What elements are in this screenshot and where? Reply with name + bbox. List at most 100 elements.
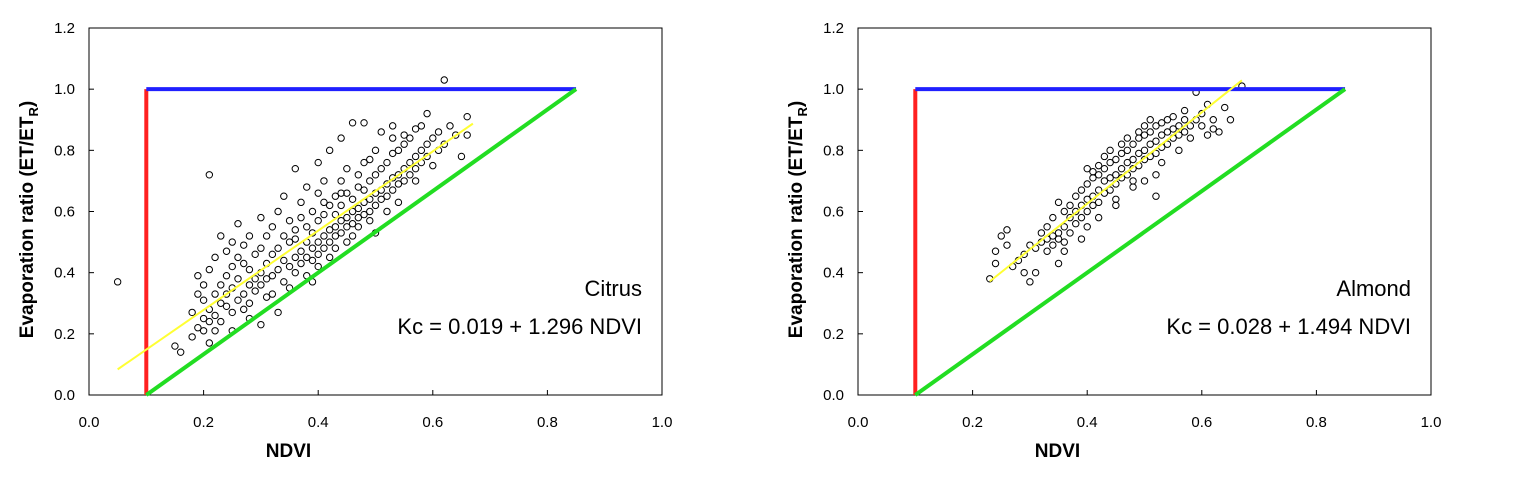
data-point (1209, 116, 1217, 124)
data-point (1089, 201, 1097, 210)
data-point (1083, 164, 1091, 173)
data-point (411, 125, 420, 133)
data-point (1117, 140, 1126, 148)
y-tick-label: 0.8 (823, 142, 844, 159)
data-point (176, 348, 185, 356)
data-point (440, 76, 448, 84)
data-point (343, 164, 351, 173)
data-point (1163, 140, 1172, 148)
data-point (348, 119, 357, 127)
data-point (1066, 229, 1074, 237)
data-point (1100, 164, 1109, 173)
data-point (234, 253, 242, 262)
data-point (463, 112, 471, 121)
data-point (360, 119, 368, 127)
data-point (228, 238, 236, 246)
data-point (314, 189, 322, 197)
data-point (257, 281, 265, 289)
data-point (1077, 213, 1086, 222)
data-point (291, 164, 299, 173)
data-point (199, 327, 208, 335)
data-point (348, 207, 357, 216)
data-point (320, 198, 328, 207)
data-point (394, 180, 403, 188)
data-point (1117, 164, 1126, 173)
data-point (257, 320, 265, 329)
x-axis-label: NDVI (266, 441, 311, 462)
data-point (222, 302, 231, 311)
data-point (371, 171, 380, 179)
data-point (297, 198, 305, 207)
data-point (1157, 158, 1166, 167)
data-point (360, 158, 368, 167)
data-point (388, 134, 397, 142)
x-tick-label: 0.2 (962, 414, 983, 431)
data-point (1175, 122, 1183, 130)
data-point (285, 216, 294, 225)
data-point (1152, 192, 1160, 200)
data-point (297, 259, 305, 268)
data-point (320, 232, 328, 240)
data-point (1112, 155, 1120, 164)
y-axis-label-subscript: R (26, 107, 41, 117)
data-point (325, 238, 334, 246)
data-point (217, 281, 225, 289)
data-point (171, 342, 179, 350)
data-point (251, 287, 259, 295)
data-point (1049, 232, 1057, 240)
data-point (280, 278, 288, 286)
data-point (1054, 229, 1063, 237)
data-point (217, 232, 225, 240)
data-point (234, 296, 242, 304)
data-point (1129, 183, 1137, 191)
data-point (280, 192, 288, 200)
data-point (360, 186, 368, 194)
data-point (325, 146, 334, 155)
data-point (1221, 103, 1229, 112)
data-point (463, 131, 471, 139)
data-point (1152, 171, 1160, 179)
data-point (1129, 177, 1137, 185)
data-point (343, 213, 351, 222)
data-point (1094, 171, 1103, 179)
x-tick-label: 0.2 (193, 414, 214, 431)
data-point (1003, 226, 1011, 234)
data-point (1049, 241, 1057, 249)
data-point (343, 238, 351, 246)
data-point (1112, 195, 1120, 203)
data-point (217, 317, 225, 326)
data-point (303, 223, 311, 231)
data-point (291, 235, 299, 243)
y-axis-label: Evaporation ratio (ET/ETR) (786, 101, 810, 338)
y-tick-label: 0.4 (54, 265, 75, 282)
data-point (1117, 149, 1126, 158)
data-point (429, 134, 437, 142)
data-point (354, 171, 363, 179)
annotation-equation: Kc = 0.028 + 1.494 NDVI (1166, 314, 1411, 339)
data-point (1152, 149, 1160, 158)
data-point (388, 186, 397, 194)
data-point (211, 290, 219, 298)
data-point (1129, 140, 1137, 148)
data-point (991, 247, 1000, 255)
data-point (194, 272, 202, 280)
data-point (1066, 213, 1074, 222)
data-point (1106, 186, 1114, 194)
y-tick-label: 0.6 (54, 204, 75, 221)
data-point (388, 122, 397, 130)
x-tick-label: 0.4 (1077, 414, 1098, 431)
data-point (280, 256, 288, 265)
reference-line-diagonal (914, 87, 1347, 397)
data-point (377, 195, 385, 203)
data-point (314, 216, 322, 225)
y-axis-label-end: ) (17, 101, 38, 107)
data-point (234, 220, 242, 228)
data-point (320, 210, 328, 219)
data-point (337, 177, 345, 185)
data-point (257, 244, 265, 252)
data-point (1049, 213, 1057, 222)
annotation-equation: Kc = 0.019 + 1.296 NDVI (397, 314, 642, 339)
x-tick-label: 0.4 (308, 414, 329, 431)
data-point (205, 171, 214, 179)
data-point (1152, 137, 1160, 145)
